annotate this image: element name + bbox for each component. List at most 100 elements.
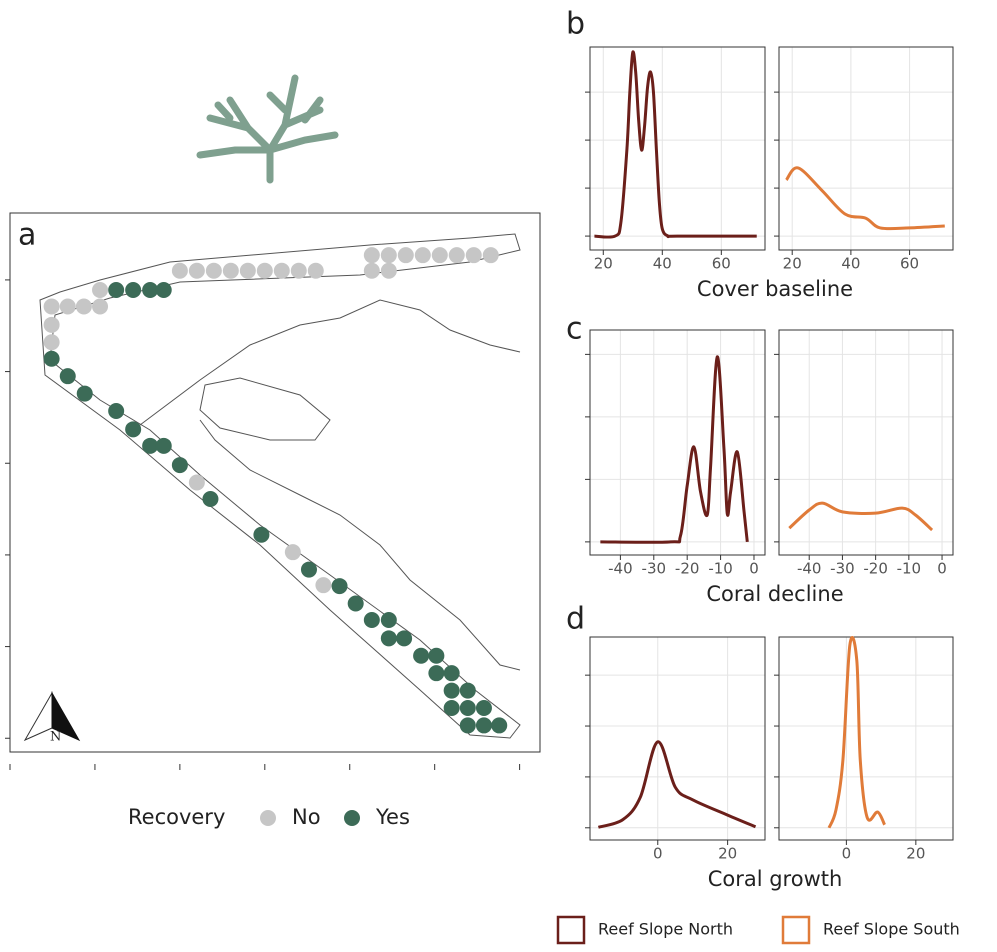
map-point	[155, 437, 172, 454]
facet-frame	[778, 636, 954, 841]
facet-panel	[590, 47, 765, 250]
map-point	[155, 282, 172, 298]
map-point	[397, 247, 414, 264]
map-point	[43, 350, 60, 367]
map-point	[202, 491, 219, 507]
panel-label: a	[18, 218, 36, 253]
map-point	[459, 700, 476, 716]
map-point	[307, 262, 324, 279]
map-point	[315, 577, 332, 594]
map-point	[380, 247, 397, 264]
legend-label: Reef Slope South	[823, 920, 960, 939]
north-arrow: N	[23, 691, 81, 745]
map-point	[171, 262, 188, 279]
map-point	[92, 282, 109, 298]
facet-panel	[590, 637, 765, 840]
map-point	[482, 247, 499, 264]
x-tick-label: 0	[653, 845, 663, 863]
map-point	[171, 457, 188, 474]
map-point	[108, 403, 125, 419]
density-line	[827, 636, 886, 829]
map-point	[188, 474, 205, 491]
map-point	[284, 544, 301, 561]
legend-label: No	[292, 805, 321, 829]
x-tick-label: 20	[718, 845, 737, 863]
map-point	[428, 665, 445, 682]
facet-frame	[778, 46, 954, 251]
facet-panel	[590, 330, 765, 555]
map-point	[76, 385, 93, 402]
map-point	[59, 298, 76, 315]
x-axis-label: Coral decline	[706, 582, 843, 606]
map-point	[59, 368, 76, 385]
map-point	[380, 612, 397, 628]
map-point	[475, 717, 492, 734]
map-point	[188, 262, 205, 279]
map-point	[380, 262, 397, 279]
legend-title: Recovery	[128, 805, 225, 829]
legend-swatch	[781, 915, 811, 945]
x-axis-label: Coral growth	[708, 867, 843, 891]
map-point	[300, 561, 317, 578]
density-line	[788, 501, 934, 532]
map-point	[459, 682, 476, 699]
map-point	[125, 421, 142, 438]
map-point	[75, 298, 92, 315]
density-line	[600, 355, 749, 544]
map-point	[290, 262, 307, 279]
x-tick-label: -20	[863, 560, 888, 578]
legend-dot	[260, 810, 276, 826]
x-tick-label: -40	[608, 560, 633, 578]
map-point	[331, 578, 348, 595]
x-tick-label: 40	[841, 255, 860, 273]
density-line	[785, 166, 945, 231]
x-tick-label: -30	[642, 560, 667, 578]
legend-dot	[344, 810, 360, 826]
map-point	[363, 247, 380, 264]
map-point	[363, 612, 380, 628]
map-point	[428, 647, 445, 664]
facet-panel	[779, 330, 953, 555]
panel-label: c	[566, 312, 583, 347]
panel-label: b	[566, 7, 585, 42]
map-point	[256, 262, 273, 279]
map-point	[475, 700, 492, 716]
facet-frame	[589, 329, 766, 556]
x-tick-label: -30	[830, 560, 855, 578]
map-point	[142, 282, 159, 298]
map-point	[43, 334, 60, 351]
map-point	[239, 262, 256, 279]
map-point	[465, 247, 482, 264]
map-point	[413, 647, 430, 664]
x-tick-label: -10	[897, 560, 922, 578]
density-line	[597, 740, 757, 829]
x-tick-label: -40	[797, 560, 822, 578]
x-axis-label: Cover baseline	[697, 277, 853, 301]
facet-frame	[778, 329, 954, 556]
x-tick-label: 20	[594, 255, 613, 273]
map-point	[380, 630, 397, 647]
map-point	[443, 700, 460, 716]
x-tick-label: 40	[653, 255, 672, 273]
map-point	[443, 665, 460, 682]
x-tick-label: 20	[783, 255, 802, 273]
reef-outline	[9, 212, 541, 753]
map-point	[414, 247, 431, 264]
x-tick-label: 0	[842, 845, 852, 863]
legend-swatch	[556, 915, 586, 945]
map-point	[43, 298, 60, 315]
map-point	[396, 630, 413, 647]
facet-frame	[589, 46, 766, 251]
x-tick-label: -20	[675, 560, 700, 578]
map-point	[125, 282, 142, 298]
facet-panel	[779, 47, 953, 250]
legend-label: Yes	[375, 805, 410, 829]
panel-label: d	[566, 602, 585, 637]
coral-icon	[196, 74, 339, 184]
map-point	[205, 262, 222, 279]
legend-label: Reef Slope North	[598, 920, 733, 939]
map-point	[273, 262, 290, 279]
facet-frame	[589, 636, 766, 841]
map-point	[347, 595, 364, 612]
